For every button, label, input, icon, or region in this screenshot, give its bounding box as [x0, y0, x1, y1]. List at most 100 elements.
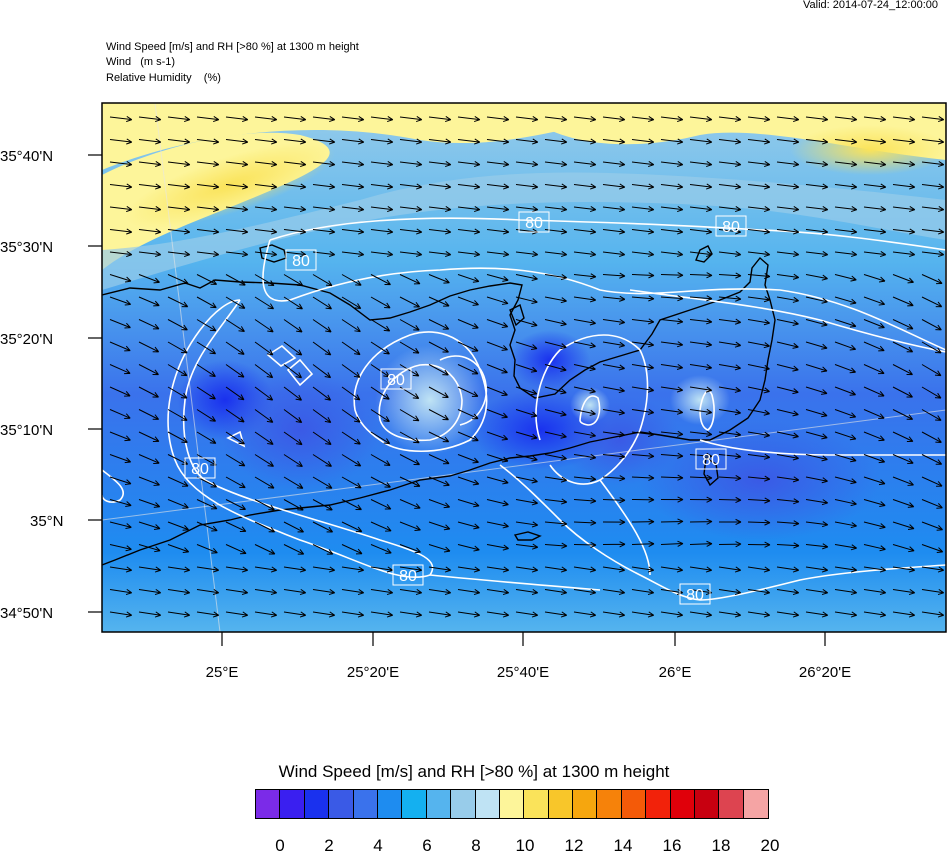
- wind-arrow: [399, 499, 421, 509]
- wind-arrow: [109, 228, 133, 235]
- wind-arrow: [196, 364, 216, 378]
- wind-arrow: [196, 228, 220, 235]
- wind-arrow: [689, 115, 713, 123]
- wind-arrow: [805, 274, 828, 281]
- wind-arrow: [602, 475, 626, 482]
- wind-arrow: [863, 521, 886, 530]
- wind-arrow: [428, 409, 449, 421]
- wind-arrow: [109, 341, 131, 352]
- wind-arrow: [631, 474, 655, 481]
- wind-arrow: [747, 497, 771, 504]
- wind-arrow: [515, 364, 538, 373]
- wind-arrow: [805, 476, 828, 484]
- wind-arrow: [921, 476, 943, 487]
- wind-arrow: [776, 431, 799, 439]
- wind-arrow: [457, 588, 481, 596]
- wind-arrow: [747, 228, 771, 235]
- wind-arrow: [863, 588, 887, 596]
- wind-arrow: [689, 540, 713, 547]
- wind-arrow: [167, 521, 189, 531]
- wind-arrow: [254, 499, 275, 511]
- wind-arrow: [428, 364, 449, 376]
- wind-arrow: [196, 250, 220, 258]
- wind-arrow: [283, 115, 307, 123]
- wind-arrow: [283, 409, 303, 424]
- wind-arrow: [689, 183, 713, 190]
- wind-arrow: [718, 228, 742, 235]
- wind-arrow: [196, 274, 218, 285]
- wind-arrow: [689, 295, 713, 302]
- wind-arrow: [631, 205, 655, 213]
- wind-arrow: [602, 318, 626, 325]
- wind-arrow: [689, 228, 713, 235]
- wind-arrow: [747, 341, 770, 349]
- lon-label: 25°40'E: [497, 664, 549, 681]
- wind-arrow: [167, 205, 191, 213]
- wind-arrow: [428, 296, 450, 307]
- wind-arrow: [689, 341, 713, 348]
- wind-arrow: [399, 205, 423, 213]
- wind-arrow: [486, 499, 509, 507]
- wind-arrow: [196, 499, 218, 510]
- contour-label: 80: [702, 452, 720, 469]
- wind-arrow: [776, 611, 800, 618]
- wind-arrow: [921, 205, 945, 213]
- wind-arrow: [399, 341, 420, 354]
- wind-arrow: [341, 454, 362, 467]
- wind-arrow: [660, 115, 684, 123]
- wind-arrow: [457, 364, 479, 375]
- colorbar-tick-label: 12: [564, 836, 584, 855]
- wind-arrow: [631, 452, 655, 460]
- wind-arrow: [776, 183, 800, 190]
- wind-arrow: [805, 431, 828, 440]
- wind-arrow: [457, 250, 481, 258]
- wind-arrow: [225, 160, 249, 168]
- wind-arrow: [544, 409, 567, 417]
- wind-arrow: [109, 611, 133, 618]
- wind-arrow: [428, 521, 451, 531]
- wind-arrow: [486, 566, 510, 573]
- wind-arrow: [341, 115, 365, 123]
- wind-arrow: [921, 544, 944, 553]
- wind-arrow: [863, 274, 886, 283]
- wind-arrow: [747, 431, 770, 438]
- wind-arrow: [892, 566, 916, 573]
- wind-arrow: [254, 386, 274, 401]
- wind-arrow: [863, 138, 887, 145]
- lat-label: 34°50'N: [0, 605, 53, 622]
- wind-arrow: [747, 475, 771, 482]
- wind-arrow: [573, 183, 597, 190]
- wind-arrow: [312, 476, 333, 489]
- wind-arrow: [544, 319, 567, 327]
- wind-arrow: [573, 115, 597, 123]
- wind-arrow: [660, 228, 684, 235]
- wind-arrow: [225, 386, 245, 401]
- header-rh: Relative Humidity (%): [106, 72, 221, 84]
- colorbar-swatch: [743, 790, 769, 818]
- wind-arrow: [834, 250, 858, 258]
- wind-arrow: [689, 386, 713, 393]
- wind-arrow: [109, 566, 133, 573]
- wind-arrow: [602, 588, 626, 596]
- wind-arrow: [573, 228, 597, 235]
- wind-arrow: [805, 250, 829, 258]
- wind-arrow: [602, 409, 625, 416]
- wind-arrow: [515, 566, 539, 573]
- wind-arrow: [834, 386, 856, 396]
- lon-label: 25°20'E: [347, 664, 399, 681]
- wind-arrow: [399, 228, 423, 235]
- wind-arrow: [312, 138, 336, 145]
- wind-arrow: [370, 521, 392, 532]
- wind-arrow: [196, 138, 220, 145]
- wind-arrow: [805, 499, 829, 506]
- wind-arrow: [428, 228, 452, 235]
- wind-arrow: [660, 341, 684, 348]
- wind-arrow: [225, 138, 249, 145]
- wind-arrow: [399, 138, 423, 145]
- wind-arrow: [312, 611, 336, 618]
- wind-arrow: [805, 319, 828, 327]
- wind-arrow: [254, 476, 275, 489]
- wind-arrow: [834, 341, 857, 351]
- wind-arrow: [225, 319, 245, 332]
- wind-arrow: [718, 475, 742, 482]
